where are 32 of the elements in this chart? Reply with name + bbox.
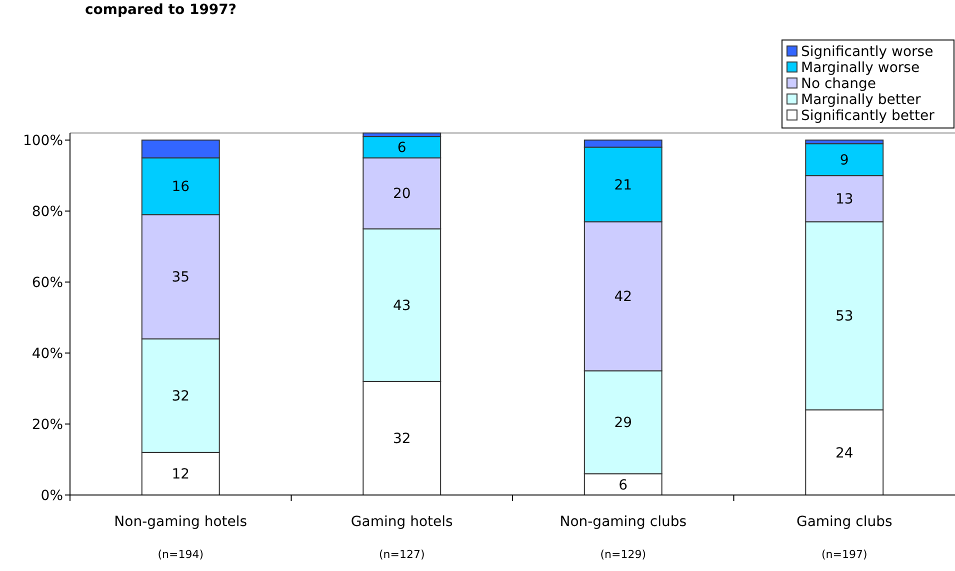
legend-label: Significantly better xyxy=(801,108,935,124)
category-label: Gaming hotels (n=127) xyxy=(350,514,453,561)
y-tick-label: 0% xyxy=(40,488,63,504)
legend-label: Significantly worse xyxy=(801,44,934,60)
data-label: 42 xyxy=(614,289,632,306)
data-label: 9 xyxy=(840,152,849,169)
legend-label: Marginally better xyxy=(801,92,922,108)
data-label: 35 xyxy=(172,270,190,286)
data-label: 29 xyxy=(614,415,632,432)
data-label: 16 xyxy=(172,179,190,196)
category-label: Non-gaming clubs (n=129) xyxy=(560,514,687,561)
data-label: 24 xyxy=(835,445,854,462)
category-label: Gaming clubs (n=197) xyxy=(796,514,892,561)
data-label: 32 xyxy=(392,431,411,448)
legend-label: Marginally worse xyxy=(801,60,920,76)
y-tick-label: 100% xyxy=(22,133,63,149)
data-label: 13 xyxy=(835,192,854,208)
y-tick-label: 20% xyxy=(32,416,63,433)
y-tick-label: 60% xyxy=(32,274,63,291)
data-label: 43 xyxy=(392,298,411,314)
data-label: 21 xyxy=(614,177,632,194)
chart-title: compared to 1997? xyxy=(85,2,237,18)
legend-label: No change xyxy=(801,76,876,92)
data-label: 12 xyxy=(172,466,190,483)
data-label: 6 xyxy=(397,140,406,156)
y-tick-label: 40% xyxy=(32,346,63,362)
data-label: 53 xyxy=(835,308,854,325)
category-label: Non-gaming hotels (n=194) xyxy=(114,514,248,561)
data-label: 32 xyxy=(172,388,190,405)
y-tick-label: 80% xyxy=(32,204,63,220)
data-label: 20 xyxy=(392,186,411,202)
data-label: 6 xyxy=(618,477,628,494)
